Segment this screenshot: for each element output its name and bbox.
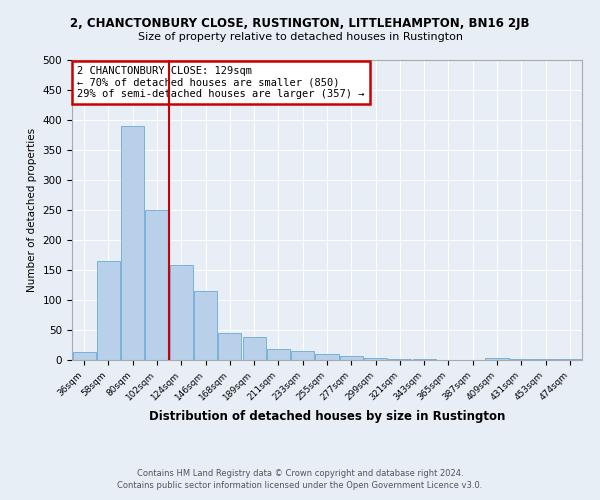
Text: Contains public sector information licensed under the Open Government Licence v3: Contains public sector information licen…	[118, 481, 482, 490]
Bar	[73, 352, 95, 360]
Bar	[388, 359, 412, 360]
Bar	[170, 265, 193, 360]
Bar	[242, 336, 266, 360]
Bar	[121, 126, 144, 360]
Text: Size of property relative to detached houses in Rustington: Size of property relative to detached ho…	[137, 32, 463, 42]
Bar	[145, 210, 169, 360]
Text: 2, CHANCTONBURY CLOSE, RUSTINGTON, LITTLEHAMPTON, BN16 2JB: 2, CHANCTONBURY CLOSE, RUSTINGTON, LITTL…	[70, 18, 530, 30]
X-axis label: Distribution of detached houses by size in Rustington: Distribution of detached houses by size …	[149, 410, 505, 423]
Bar	[316, 354, 338, 360]
Bar	[485, 358, 509, 360]
Bar	[194, 291, 217, 360]
Bar	[218, 333, 241, 360]
Bar	[364, 358, 387, 360]
Bar	[97, 261, 120, 360]
Text: 2 CHANCTONBURY CLOSE: 129sqm
← 70% of detached houses are smaller (850)
29% of s: 2 CHANCTONBURY CLOSE: 129sqm ← 70% of de…	[77, 66, 365, 99]
Bar	[510, 359, 533, 360]
Bar	[340, 356, 363, 360]
Bar	[291, 351, 314, 360]
Y-axis label: Number of detached properties: Number of detached properties	[27, 128, 37, 292]
Bar	[267, 348, 290, 360]
Text: Contains HM Land Registry data © Crown copyright and database right 2024.: Contains HM Land Registry data © Crown c…	[137, 468, 463, 477]
